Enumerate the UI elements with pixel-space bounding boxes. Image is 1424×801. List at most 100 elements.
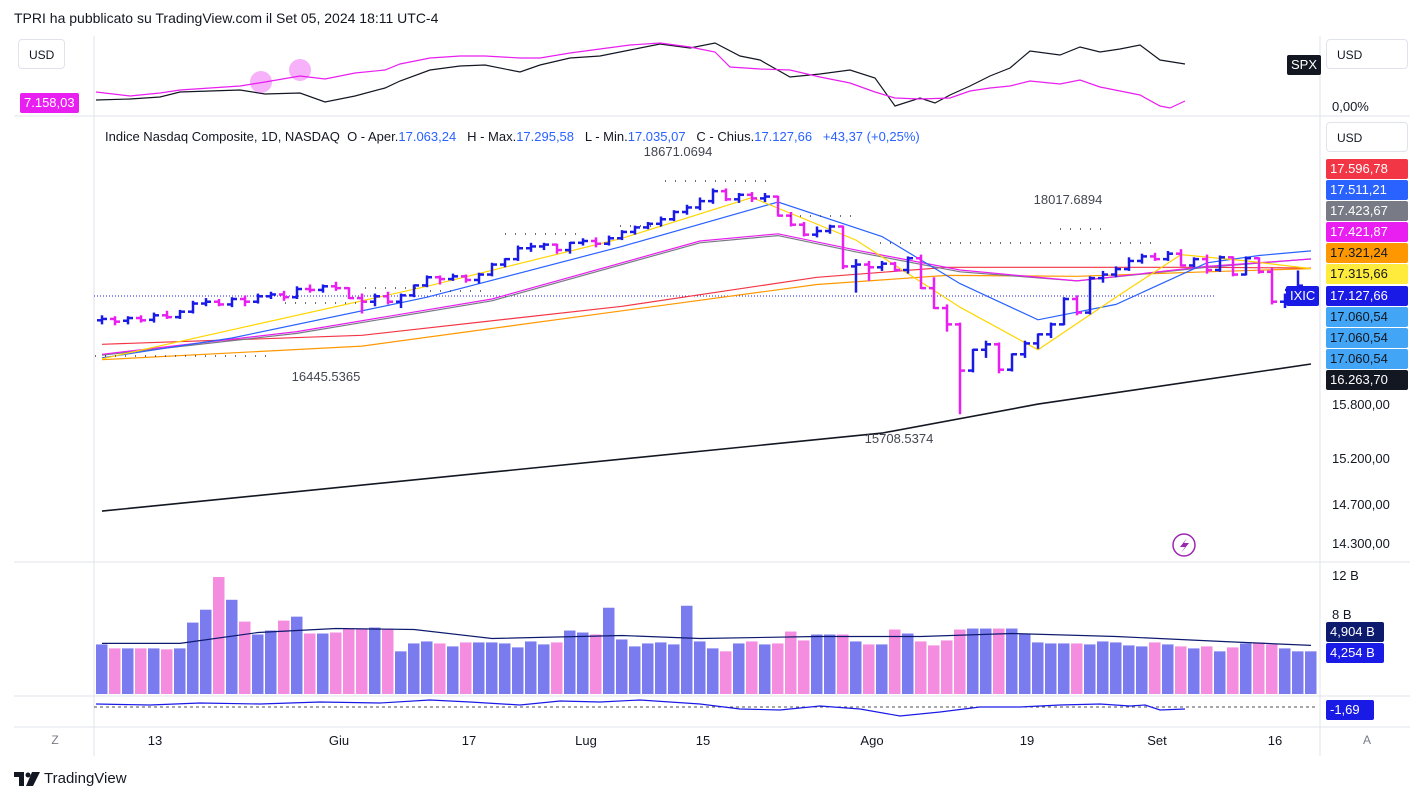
- volume-bar: [1188, 648, 1200, 694]
- volume-bar: [824, 634, 836, 694]
- ohlc-bar: [1111, 266, 1121, 278]
- ohlc-bar: [1254, 256, 1264, 274]
- spx-comparison-panel: [95, 42, 1186, 109]
- ohlc-bar: [149, 312, 159, 323]
- volume-bar: [421, 641, 433, 694]
- volume-bar: [1058, 643, 1070, 694]
- volume-bar: [681, 605, 693, 694]
- ohlc-bar: [396, 293, 406, 309]
- ohlc-bar: [240, 295, 250, 307]
- ohlc-bar: [1202, 254, 1212, 274]
- ohlc-bar: [565, 241, 575, 254]
- volume-bar: [1227, 647, 1239, 694]
- ohlc-bar: [1228, 256, 1238, 277]
- volume-bar: [200, 609, 212, 694]
- volume-bar: [1110, 642, 1122, 694]
- volume-bar: [174, 648, 186, 694]
- ohlc-bar: [461, 274, 471, 283]
- x-axis-label: 19: [1019, 733, 1035, 748]
- ohlc-bar: [357, 293, 367, 314]
- volume-bar: [616, 639, 628, 694]
- ohlc-bar: [279, 290, 289, 301]
- price-tag-level: 17.060,54: [1326, 349, 1408, 369]
- volume-bar: [473, 642, 485, 694]
- price-tag-ma-blue: 17.511,21: [1326, 180, 1408, 200]
- legend-high-label: H - Max.: [467, 129, 517, 144]
- ohlc-bar: [929, 277, 939, 310]
- volume-bar: [395, 651, 407, 694]
- volume-bar: [642, 643, 654, 694]
- ohlc-bar: [1137, 253, 1147, 264]
- ohlc-bar: [201, 298, 211, 307]
- ohlc-bar: [344, 286, 354, 300]
- ohlc-bar: [669, 210, 679, 222]
- ohlc-bar: [591, 237, 601, 248]
- legend-open-value: 17.063,24: [398, 129, 457, 144]
- volume-bar: [1162, 644, 1174, 694]
- x-axis-label: Lug: [575, 733, 597, 748]
- signal-circle: [250, 71, 272, 93]
- legend-symbol-name[interactable]: Indice Nasdaq Composite, 1D, NASDAQ: [105, 129, 340, 144]
- oscillator-panel: [94, 699, 1315, 717]
- signal-circle: [289, 59, 311, 81]
- ohlc-bar: [409, 284, 419, 298]
- ohlc-bar: [1267, 268, 1277, 305]
- ohlc-bar: [305, 284, 315, 293]
- ohlc-bar: [1098, 270, 1108, 283]
- ohlc-bar: [877, 260, 887, 271]
- auto-scale-button[interactable]: A: [1362, 733, 1371, 747]
- ohlc-bar: [734, 192, 744, 203]
- ohlc-bar: [994, 342, 1004, 374]
- volume-bar: [447, 646, 459, 694]
- resistance-dots: [95, 180, 1160, 357]
- ohlc-bar: [474, 272, 484, 284]
- volume-bar: [1097, 641, 1109, 694]
- ohlc-bar: [643, 221, 653, 230]
- ohlc-bar: [1176, 249, 1186, 267]
- ohlc-bar: [292, 286, 302, 299]
- currency-button-top-left[interactable]: USD: [18, 39, 66, 69]
- volume-bar: [187, 622, 199, 694]
- annotation-low-1: 16445.5365: [291, 369, 361, 384]
- volume-bar: [694, 641, 706, 694]
- ohlc-bar: [773, 195, 783, 217]
- volume-bar: [889, 629, 901, 694]
- tradingview-branding[interactable]: TradingView: [14, 770, 127, 787]
- volume-bar: [577, 632, 589, 694]
- volume-bar: [733, 643, 745, 694]
- price-axis-label: 15.200,00: [1332, 451, 1390, 466]
- volume-bar: [1136, 646, 1148, 694]
- tpri-line: [95, 42, 1186, 109]
- volume-bar: [408, 643, 420, 694]
- ohlc-bar: [1007, 353, 1017, 372]
- ohlc-bar: [448, 273, 458, 281]
- volume-bar: [369, 627, 381, 694]
- price-axis-label: 14.300,00: [1332, 536, 1390, 551]
- x-axis-label: 17: [461, 733, 477, 748]
- volume-bar: [1214, 651, 1226, 694]
- volume-bar: [330, 632, 342, 694]
- volume-bar: [590, 634, 602, 694]
- price-tag-ma-yellow: 17.315,66: [1326, 264, 1408, 284]
- ohlc-bar: [162, 310, 172, 319]
- oscillator-value-tag: -1,69: [1326, 700, 1374, 720]
- ohlc-bar: [110, 316, 120, 326]
- ohlc-bar: [539, 242, 549, 251]
- ohlc-bar: [97, 315, 107, 325]
- x-axis-label: Set: [1147, 733, 1167, 748]
- volume-bar: [1006, 628, 1018, 694]
- ohlc-bar: [266, 291, 276, 299]
- price-tag-ma-red: 17.596,78: [1326, 159, 1408, 179]
- volume-bar: [759, 644, 771, 694]
- volume-bar: [850, 641, 862, 694]
- zoom-button[interactable]: Z: [51, 733, 59, 747]
- volume-bar: [902, 633, 914, 694]
- line-ma-magenta: [101, 233, 1312, 355]
- volume-bar: [226, 599, 238, 694]
- price-tag-ma-magenta: 17.421,87: [1326, 222, 1408, 242]
- oscillator-line: [95, 699, 1186, 717]
- currency-button-top-right[interactable]: USD: [1326, 39, 1408, 69]
- ohlc-bar: [1059, 297, 1069, 326]
- currency-button-price[interactable]: USD: [1326, 122, 1408, 152]
